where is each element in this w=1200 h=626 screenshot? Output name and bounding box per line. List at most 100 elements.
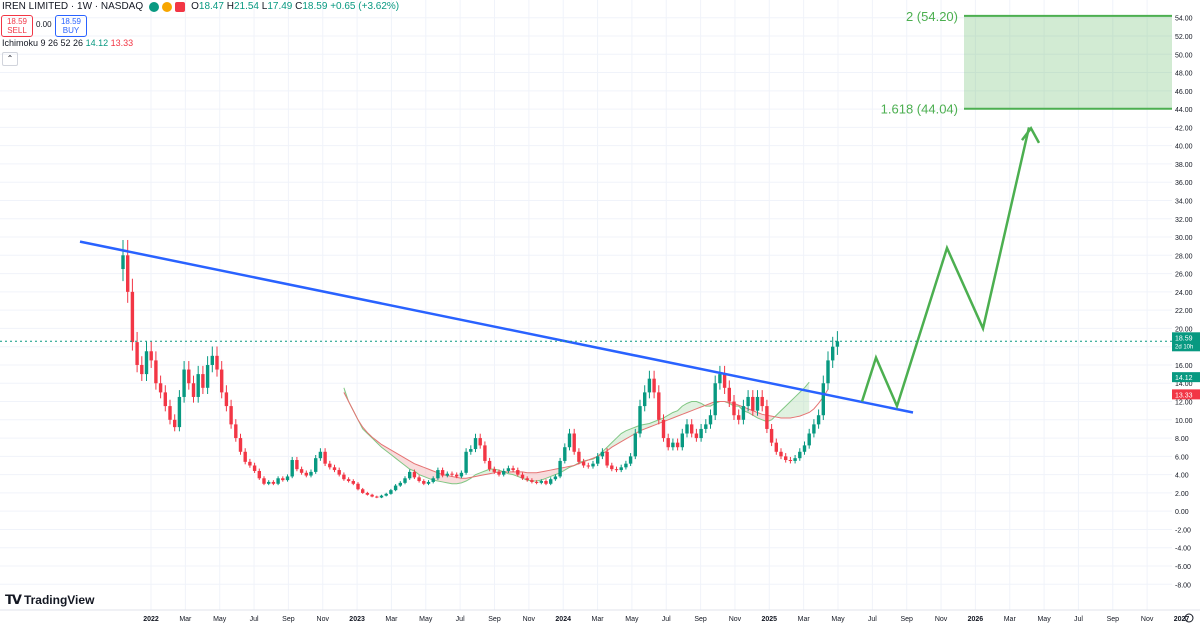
candle[interactable] bbox=[121, 255, 125, 270]
candle[interactable] bbox=[746, 396, 750, 407]
projection-path[interactable] bbox=[860, 127, 1031, 410]
candle[interactable] bbox=[431, 478, 435, 482]
candle[interactable] bbox=[281, 478, 285, 481]
candle[interactable] bbox=[572, 433, 576, 452]
candle[interactable] bbox=[478, 438, 482, 446]
candle[interactable] bbox=[497, 471, 501, 475]
price-axis[interactable] bbox=[1172, 0, 1200, 626]
candle[interactable] bbox=[309, 471, 313, 476]
candle[interactable] bbox=[168, 406, 172, 420]
candle[interactable] bbox=[685, 424, 689, 434]
candle[interactable] bbox=[722, 374, 727, 388]
candle[interactable] bbox=[610, 465, 614, 470]
candle[interactable] bbox=[516, 470, 520, 475]
candle[interactable] bbox=[398, 482, 402, 486]
candle[interactable] bbox=[544, 481, 548, 484]
candle[interactable] bbox=[487, 460, 492, 470]
candle[interactable] bbox=[408, 471, 412, 479]
candle[interactable] bbox=[779, 451, 783, 457]
candle[interactable] bbox=[694, 433, 699, 439]
candle[interactable] bbox=[774, 442, 778, 452]
candle[interactable] bbox=[638, 406, 642, 434]
candle[interactable] bbox=[455, 474, 459, 477]
candle[interactable] bbox=[144, 351, 149, 375]
candle[interactable] bbox=[464, 451, 468, 473]
candle[interactable] bbox=[422, 481, 426, 484]
candle[interactable] bbox=[163, 392, 167, 407]
candle[interactable] bbox=[299, 469, 304, 473]
candle[interactable] bbox=[483, 445, 487, 461]
candle[interactable] bbox=[393, 485, 398, 491]
candle[interactable] bbox=[530, 480, 534, 482]
candle[interactable] bbox=[158, 383, 163, 393]
candle[interactable] bbox=[713, 383, 717, 416]
candle[interactable] bbox=[807, 433, 811, 446]
candle[interactable] bbox=[581, 461, 586, 466]
candle[interactable] bbox=[361, 489, 365, 493]
candle[interactable] bbox=[647, 378, 652, 393]
candle[interactable] bbox=[793, 458, 797, 461]
candle[interactable] bbox=[290, 460, 294, 477]
candle[interactable] bbox=[210, 355, 214, 365]
candle[interactable] bbox=[356, 483, 360, 490]
candle[interactable] bbox=[182, 369, 186, 397]
candle[interactable] bbox=[802, 445, 807, 452]
candle[interactable] bbox=[187, 369, 191, 384]
candle[interactable] bbox=[798, 451, 802, 459]
candle[interactable] bbox=[605, 451, 609, 466]
candle[interactable] bbox=[149, 351, 153, 361]
candle[interactable] bbox=[412, 471, 417, 478]
candle[interactable] bbox=[751, 396, 755, 411]
candle[interactable] bbox=[191, 383, 196, 397]
candle[interactable] bbox=[671, 442, 675, 448]
candle[interactable] bbox=[567, 433, 572, 448]
candle[interactable] bbox=[699, 428, 703, 439]
candle[interactable] bbox=[346, 479, 351, 482]
candle[interactable] bbox=[135, 342, 139, 365]
candle[interactable] bbox=[760, 396, 764, 407]
candle[interactable] bbox=[295, 460, 299, 470]
sell-button[interactable]: 18.59 SELL bbox=[1, 15, 33, 37]
candle[interactable] bbox=[262, 478, 266, 484]
candle[interactable] bbox=[318, 451, 323, 459]
candle[interactable] bbox=[633, 433, 637, 457]
candle[interactable] bbox=[473, 438, 478, 450]
candle[interactable] bbox=[788, 460, 793, 462]
candle[interactable] bbox=[370, 494, 374, 497]
candle[interactable] bbox=[690, 424, 694, 434]
target-zone[interactable] bbox=[964, 15, 1172, 109]
candle[interactable] bbox=[534, 481, 539, 483]
candle[interactable] bbox=[506, 468, 511, 471]
candle[interactable] bbox=[234, 424, 238, 439]
candle[interactable] bbox=[539, 481, 543, 483]
candle[interactable] bbox=[657, 392, 661, 420]
candle[interactable] bbox=[680, 433, 684, 448]
candle[interactable] bbox=[342, 474, 346, 480]
candle[interactable] bbox=[140, 364, 144, 375]
candle[interactable] bbox=[835, 341, 840, 347]
trendline[interactable] bbox=[79, 240, 914, 414]
candle[interactable] bbox=[821, 383, 825, 416]
candle[interactable] bbox=[737, 415, 741, 420]
buy-button[interactable]: 18.59 BUY bbox=[55, 15, 87, 37]
candle[interactable] bbox=[205, 364, 210, 388]
candle[interactable] bbox=[276, 478, 280, 484]
candle[interactable] bbox=[337, 470, 341, 475]
symbol-title[interactable]: IREN LIMITED · 1W · NASDAQ bbox=[2, 1, 144, 12]
candle[interactable] bbox=[661, 419, 666, 439]
candle[interactable] bbox=[173, 419, 177, 428]
candle[interactable] bbox=[257, 470, 261, 479]
candle[interactable] bbox=[643, 392, 647, 407]
candle[interactable] bbox=[741, 406, 746, 420]
candle[interactable] bbox=[389, 490, 393, 494]
candle[interactable] bbox=[784, 456, 788, 461]
candle[interactable] bbox=[492, 469, 496, 472]
candle[interactable] bbox=[563, 447, 567, 461]
candle[interactable] bbox=[267, 481, 271, 484]
candle[interactable] bbox=[614, 469, 619, 471]
candle[interactable] bbox=[375, 496, 379, 498]
candle[interactable] bbox=[220, 369, 224, 393]
candle[interactable] bbox=[323, 451, 327, 464]
candle[interactable] bbox=[417, 477, 421, 482]
candle[interactable] bbox=[224, 392, 229, 407]
